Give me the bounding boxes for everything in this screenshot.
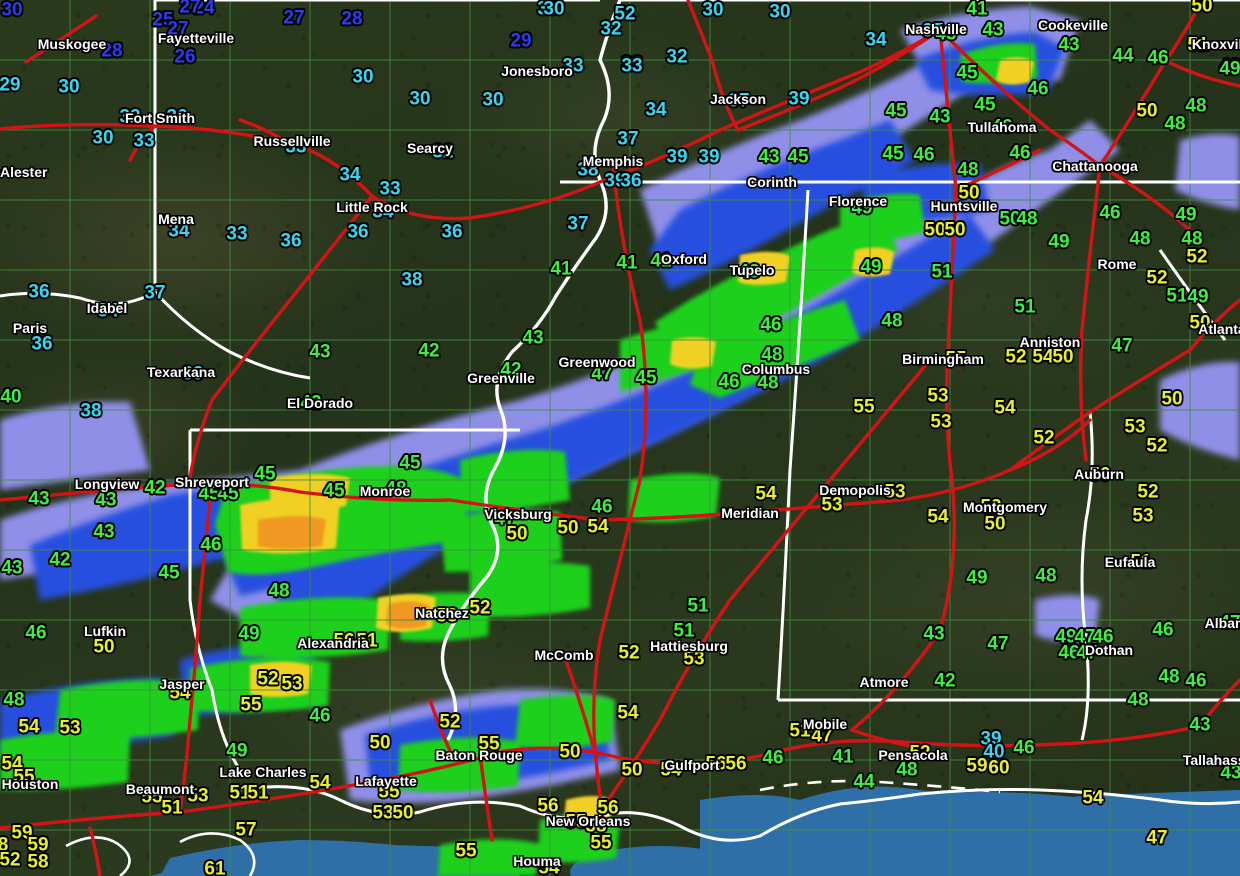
city-label: Jasper <box>159 676 205 692</box>
city-label: Jackson <box>709 91 767 107</box>
city-label: McComb <box>534 647 594 663</box>
city-label: Mobile <box>802 716 848 732</box>
city-label: Houma <box>513 853 561 869</box>
city-label: Vicksburg <box>484 506 552 522</box>
city-label: Tullahoma <box>967 119 1037 135</box>
city-label: Demopolis <box>819 482 891 498</box>
city-label: New Orleans <box>545 813 631 829</box>
city-label: Fayetteville <box>157 30 235 46</box>
city-label: Hattiesburg <box>650 638 728 654</box>
city-label: Natchez <box>415 605 469 621</box>
city-label: Pensacola <box>878 747 948 763</box>
city-label: Paris <box>12 320 48 336</box>
city-label: Lake Charles <box>219 764 307 780</box>
city-label: Tallahassee <box>1182 752 1240 768</box>
city-label: Rome <box>1097 256 1137 272</box>
city-label: Memphis <box>582 153 644 169</box>
city-label: Fort Smith <box>125 110 195 126</box>
city-label: Atmore <box>859 674 909 690</box>
city-label: Nashville <box>905 21 967 37</box>
city-label: Cookeville <box>1037 17 1109 33</box>
city-label: Lafayette <box>355 773 417 789</box>
city-label: Florence <box>828 193 888 209</box>
city-label: Greenville <box>467 370 535 386</box>
city-label: Baton Rouge <box>435 747 523 763</box>
city-label: Huntsville <box>930 198 998 214</box>
city-label: Dothan <box>1084 642 1134 658</box>
city-label: Albany <box>1204 615 1240 631</box>
city-label: Chattanooga <box>1052 158 1138 174</box>
city-label: Oxford <box>661 251 707 267</box>
city-label: Eufaula <box>1104 554 1156 570</box>
city-label: Shreveport <box>175 474 249 490</box>
city-label: Corinth <box>747 174 797 190</box>
city-label: Houston <box>1 776 59 792</box>
city-label: Muskogee <box>37 36 107 52</box>
city-label: Meridian <box>721 505 779 521</box>
city-label: Texarkana <box>146 364 216 380</box>
city-label: McAlester <box>0 164 48 180</box>
city-label: Atlanta <box>1198 321 1240 337</box>
city-label: Searcy <box>407 140 453 156</box>
city-label: Mena <box>158 211 194 227</box>
city-label: Greenwood <box>558 354 636 370</box>
city-label: Little Rock <box>336 199 408 215</box>
city-label: Gulfport <box>664 757 720 773</box>
city-label: Russellville <box>253 133 331 149</box>
city-label: El Dorado <box>286 395 354 411</box>
city-label: Lufkin <box>84 623 126 639</box>
city-label: Auburn <box>1074 466 1124 482</box>
city-label: Knoxville <box>1191 36 1240 52</box>
city-label: Alexandria <box>297 635 369 651</box>
city-label: Montgomery <box>963 499 1047 515</box>
city-label: Beaumont <box>125 781 195 797</box>
city-label: Columbus <box>741 361 811 377</box>
city-label: Birmingham <box>902 351 984 367</box>
city-label: Idabel <box>86 300 128 316</box>
city-label: Longview <box>74 476 140 492</box>
city-label: Monroe <box>359 483 411 499</box>
city-label: Anniston <box>1019 334 1081 350</box>
city-label: Tupelo <box>729 262 775 278</box>
city-label: Jonesboro <box>501 63 573 79</box>
